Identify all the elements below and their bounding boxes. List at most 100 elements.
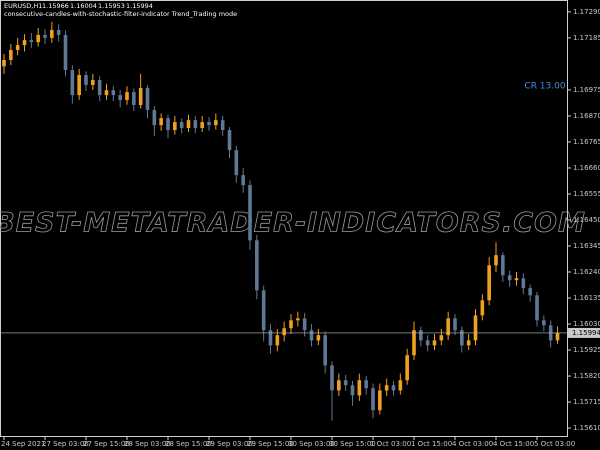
- candle-body: [460, 330, 464, 346]
- candle-body: [186, 120, 191, 129]
- candle-body: [446, 318, 450, 336]
- symbol: EURUSD,H1: [4, 2, 42, 10]
- candle-body: [316, 335, 321, 341]
- candle-body: [173, 122, 177, 131]
- y-tick-label: 1.16135: [573, 294, 600, 302]
- candle-body: [432, 340, 437, 346]
- watermark: BEST-METATRADER-INDICATORS.COM: [0, 208, 586, 239]
- candle-body: [473, 315, 478, 341]
- candle-body: [357, 380, 362, 396]
- x-tick-label: 29 Sep 15:00: [247, 440, 294, 448]
- header-value: 1.16004: [70, 2, 97, 10]
- x-tick-label: 1 Oct 03:00: [370, 440, 411, 448]
- candle-body: [29, 40, 34, 43]
- candle-body: [398, 380, 403, 391]
- x-tick-label: 4 Oct 15:00: [493, 440, 534, 448]
- y-tick-label: 1.17290: [573, 8, 600, 16]
- candle-body: [227, 130, 232, 151]
- candle-body: [15, 45, 20, 51]
- candle-body: [220, 120, 225, 131]
- x-tick-label: 30 Sep 03:00: [288, 440, 335, 448]
- x-tick-label: 30 Sep 15:00: [329, 440, 376, 448]
- y-tick-label: 1.16870: [573, 112, 600, 120]
- candle-body: [343, 380, 348, 386]
- candle-body: [521, 278, 526, 289]
- candle-body: [179, 122, 184, 129]
- x-tick-label: 27 Sep 03:00: [42, 440, 89, 448]
- candle-body: [419, 330, 423, 341]
- candle-body: [2, 59, 6, 67]
- candle-body: [152, 109, 157, 126]
- candle-body: [9, 50, 13, 60]
- candle-body: [234, 150, 239, 176]
- candle-body: [425, 340, 430, 346]
- candle-body: [118, 95, 122, 101]
- candle-body: [296, 318, 300, 321]
- candle-body: [132, 92, 136, 106]
- candle-body: [528, 288, 532, 296]
- candle-body: [63, 34, 68, 71]
- x-tick-label: 1 Oct 15:00: [411, 440, 452, 448]
- candle-body: [111, 90, 116, 96]
- candle-body: [214, 120, 218, 126]
- y-tick-label: 1.16975: [573, 86, 600, 94]
- candle-body: [104, 90, 109, 96]
- y-tick-label: 1.16555: [573, 190, 600, 198]
- y-tick-label: 1.16765: [573, 138, 600, 146]
- header-value: 1.15953: [98, 2, 125, 10]
- candle-body: [193, 120, 198, 129]
- candle-body: [405, 355, 409, 381]
- y-tick-label: 1.15820: [573, 372, 600, 380]
- candle-body: [255, 240, 259, 291]
- x-tick-label: 4 Oct 03:00: [452, 440, 493, 448]
- candle-body: [84, 75, 88, 85]
- x-tick-label: 28 Sep 15:00: [165, 440, 212, 448]
- y-tick-label: 1.16030: [573, 320, 600, 328]
- candle-body: [337, 380, 341, 391]
- price-label: 1.15994: [572, 329, 600, 337]
- candle-body: [487, 265, 491, 301]
- candle-body: [166, 118, 170, 131]
- y-tick-label: 1.16450: [573, 216, 600, 224]
- candle-body: [302, 318, 307, 331]
- candle-body: [466, 340, 471, 346]
- candle-body: [309, 330, 314, 341]
- candle-body: [159, 118, 163, 126]
- candle-body: [22, 40, 27, 46]
- candle-body: [145, 87, 150, 110]
- candle-body: [384, 385, 389, 391]
- y-tick-label: 1.17185: [573, 34, 600, 42]
- annotation: CR 13.00: [524, 82, 565, 92]
- candle-body: [241, 175, 245, 186]
- x-tick-label: 29 Sep 03:00: [206, 440, 253, 448]
- candle-body: [555, 332, 560, 341]
- candle-body: [248, 185, 252, 241]
- candle-body: [70, 70, 75, 96]
- candle-body: [542, 320, 546, 326]
- candle-body: [282, 328, 286, 336]
- candle-body: [535, 295, 539, 321]
- candle-body: [97, 80, 102, 96]
- candle-body: [200, 122, 204, 129]
- candle-body: [91, 80, 95, 85]
- candle-body: [364, 380, 368, 389]
- candle-body: [412, 330, 416, 356]
- candle-body: [371, 388, 375, 411]
- x-tick-label: 5 Oct 03:00: [534, 440, 575, 448]
- candle-body: [350, 385, 355, 396]
- header-value: 1.15966: [42, 2, 69, 10]
- price-label-box: [568, 327, 600, 338]
- x-tick-label: 28 Sep 03:00: [124, 440, 171, 448]
- y-tick-label: 1.16240: [573, 268, 600, 276]
- plot-frame: [0, 0, 568, 437]
- candle-body: [125, 92, 129, 101]
- candle-body: [439, 335, 444, 341]
- candle-body: [378, 390, 382, 411]
- candle-body: [453, 318, 457, 331]
- candle-body: [494, 255, 498, 266]
- y-tick-label: 1.15610: [573, 424, 600, 432]
- candle-body: [480, 300, 485, 316]
- x-tick-label: 24 Sep 2021: [1, 440, 45, 448]
- candle-body: [330, 365, 334, 391]
